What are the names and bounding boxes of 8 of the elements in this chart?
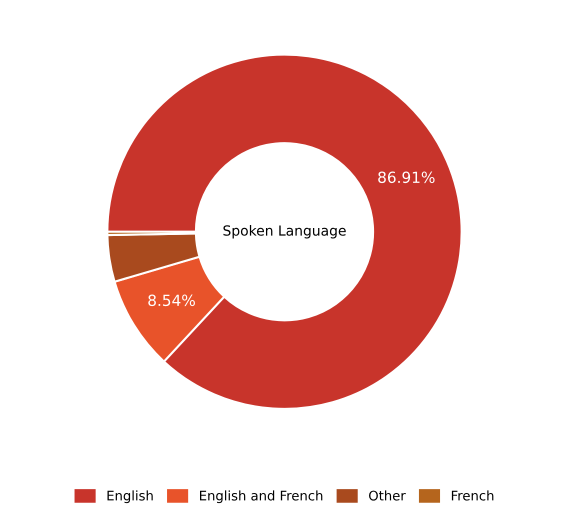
text: Spoken Language bbox=[223, 225, 346, 238]
legend-label: English and French bbox=[200, 490, 322, 504]
legend-label: English bbox=[108, 490, 153, 504]
legend-label: French bbox=[452, 490, 494, 501]
donut-slice bbox=[106, 54, 463, 410]
data-label: 86.91% bbox=[378, 172, 435, 184]
data-label: 8.54% bbox=[148, 294, 195, 306]
legend-label: Other bbox=[369, 490, 406, 501]
